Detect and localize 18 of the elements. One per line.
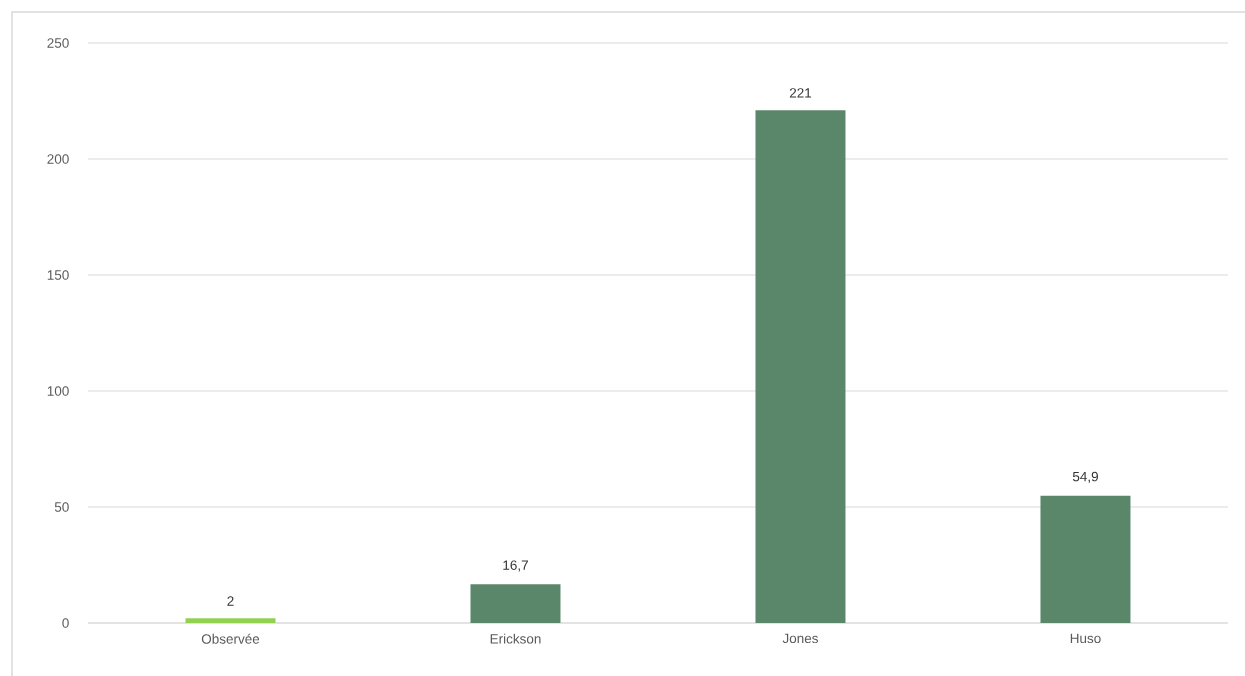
bar: [1040, 495, 1131, 623]
data-label: 54,9: [1072, 471, 1098, 483]
x-tick-label: Jones: [782, 633, 818, 644]
y-tick-label: 0: [62, 618, 69, 628]
bar: [185, 618, 276, 623]
y-tick-label: 250: [47, 38, 69, 48]
y-tick-label: 150: [47, 270, 69, 280]
data-label: 16,7: [503, 560, 528, 572]
x-tick-label: Erickson: [490, 633, 541, 644]
x-tick-label: Observée: [201, 633, 260, 644]
bar: [755, 110, 846, 623]
bar: [470, 584, 561, 623]
y-tick-label: 50: [54, 502, 69, 512]
data-label: 221: [789, 88, 812, 98]
y-tick-label: 100: [47, 386, 69, 396]
y-tick-label: 200: [47, 154, 69, 164]
x-tick-label: Huso: [1070, 633, 1101, 644]
data-label: 2: [227, 596, 234, 606]
